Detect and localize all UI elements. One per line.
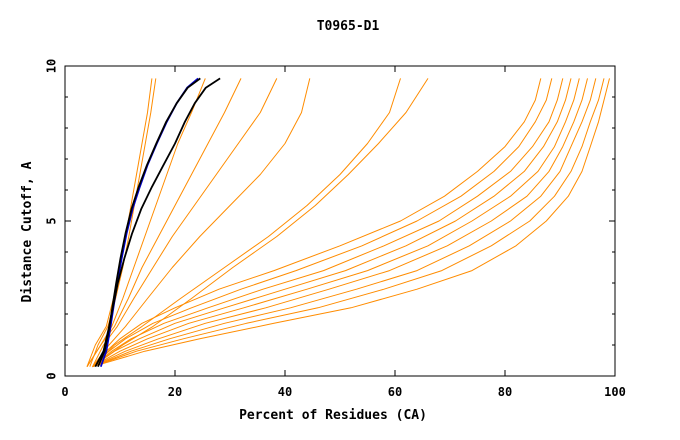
- y-axis-ticks: 0 5 10: [45, 59, 615, 380]
- orange-series-line-14: [92, 78, 278, 367]
- chart-title: T0965-D1: [317, 19, 380, 34]
- x-axis-label: Percent of Residues (CA): [239, 408, 427, 423]
- orange-series-line-8: [92, 78, 605, 368]
- y-axis-label: Distance Cutoff, A: [20, 161, 35, 302]
- x-tick-label-80: 80: [498, 385, 512, 399]
- y-tick-label-5: 5: [45, 217, 59, 224]
- highlight-series-group: [94, 77, 221, 368]
- x-tick-label-0: 0: [61, 385, 68, 399]
- x-axis-ticks: 0 20 40 60 80 100: [61, 66, 626, 399]
- orange-series-line-17: [92, 78, 429, 368]
- orange-series-line-7: [92, 78, 597, 368]
- orange-series-line-6: [92, 78, 588, 368]
- x-tick-label-20: 20: [168, 385, 182, 399]
- orange-series-line-5: [92, 78, 580, 368]
- orange-series-line-4: [92, 78, 572, 368]
- highlight-series-line-3: [94, 77, 221, 368]
- orange-series-line-3: [92, 78, 564, 368]
- orange-series-line-15: [92, 78, 311, 368]
- orange-series-line-16: [92, 78, 401, 368]
- x-tick-label-100: 100: [604, 385, 626, 399]
- y-tick-label-10: 10: [45, 59, 59, 73]
- orange-series-line-11: [89, 78, 157, 367]
- orange-series-line-2: [92, 78, 553, 368]
- orange-series-line-9: [92, 78, 610, 368]
- orange-series-line-1: [92, 78, 542, 368]
- x-tick-label-60: 60: [388, 385, 402, 399]
- y-tick-label-0: 0: [45, 372, 59, 379]
- x-tick-label-40: 40: [278, 385, 292, 399]
